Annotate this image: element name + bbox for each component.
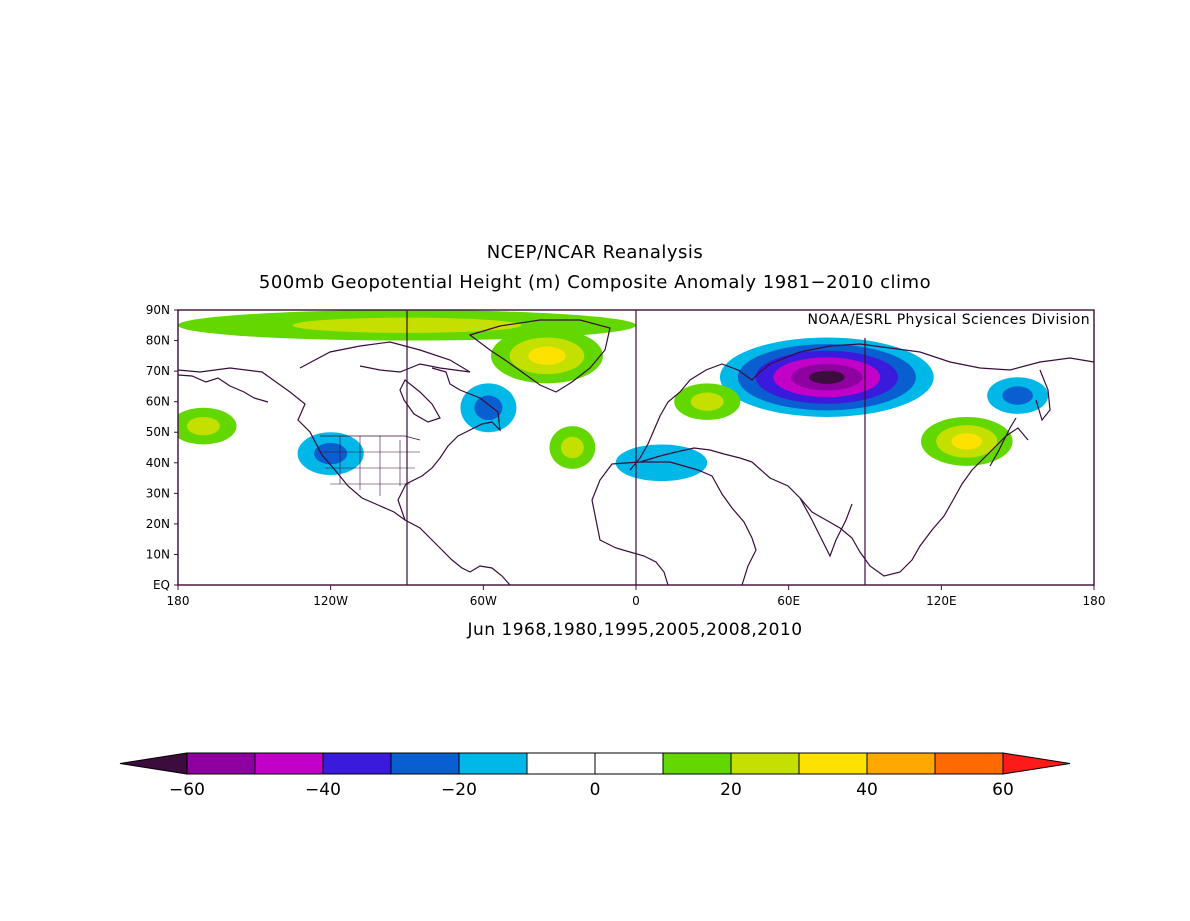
colorbar-swatch [730, 752, 800, 775]
asia-south-coast [751, 427, 1029, 577]
lon-label: 120W [313, 594, 348, 608]
lon-label: 60E [777, 594, 800, 608]
longitude-labels: 180 120W 60W 0 60E 120E 180 [167, 585, 1106, 608]
lat-label: 40N [146, 456, 170, 470]
us-state-lines [320, 436, 420, 496]
pacific-high-contour [186, 416, 220, 436]
anomaly-fields [178, 310, 1049, 482]
scandinavia-high-anomaly [674, 383, 741, 420]
colorbar-label: −20 [441, 780, 477, 800]
colorbar-label: 40 [856, 780, 878, 800]
nw-america-low-contour [314, 442, 348, 465]
canadian-arctic [299, 341, 471, 373]
colorbar-swatch [186, 752, 256, 775]
okhotsk-low-anomaly [987, 377, 1049, 414]
okhotsk-low-contour [1002, 386, 1033, 405]
siberia-low-anomaly [719, 337, 934, 417]
colorbar-swatches [119, 752, 1071, 775]
lat-label: 90N [146, 303, 170, 317]
lon-label: 60W [470, 594, 497, 608]
meridian-lines [406, 310, 866, 585]
credit-label: NOAA/ESRL Physical Sciences Division [807, 312, 1090, 328]
labrador-low-contour [474, 395, 503, 420]
mediterranean-low-anomaly [615, 444, 708, 482]
europe-outline [629, 363, 771, 471]
japan-outline [989, 417, 1017, 467]
colorbar-label: −60 [169, 780, 205, 800]
colorbar-label: 0 [590, 780, 601, 800]
colorbar-label: 60 [992, 780, 1014, 800]
colorbar-swatch [594, 752, 664, 775]
africa-west [591, 499, 669, 585]
colorbar-swatch [322, 752, 392, 775]
colorbar-swatch [934, 752, 1004, 775]
pacific-high-anomaly [178, 407, 237, 445]
colorbar-swatch [390, 752, 460, 775]
colorbar-label: −40 [305, 780, 341, 800]
colorbar-swatch [526, 752, 596, 775]
lon-label: 0 [632, 594, 640, 608]
continent-outlines [178, 319, 1094, 585]
colorbar-labels: −60 −40 −20 0 20 40 60 [169, 780, 1014, 800]
east-america-coast [397, 367, 501, 521]
hudson-bay [399, 379, 441, 423]
lat-label: 30N [146, 486, 170, 500]
north-america-outline [178, 367, 511, 585]
siberia-low-contour [809, 370, 845, 384]
figure-title: NCEP/NCAR Reanalysis [486, 242, 704, 263]
colorbar-swatch [254, 752, 324, 775]
colorbar-swatch [662, 752, 732, 775]
india-outline [799, 497, 853, 558]
lat-label: 20N [146, 517, 170, 531]
greenland-high-contour [528, 346, 566, 366]
kamchatka-outline [1035, 369, 1051, 422]
colorbar-right-arrow [1002, 752, 1071, 775]
figure-subtitle: 500mb Geopotential Height (m) Composite … [258, 272, 932, 293]
alaska-outline [178, 374, 269, 403]
lat-label: 10N [146, 547, 170, 561]
colorbar-label: 20 [720, 780, 742, 800]
period-label: Jun 1968,1980,1995,2005,2008,2010 [467, 620, 803, 640]
mediterranean-low-contour [615, 444, 708, 482]
colorbar-swatch [798, 752, 868, 775]
asia-north-coast [769, 343, 1094, 371]
lat-label: 70N [146, 364, 170, 378]
mediterranean-coast [639, 447, 753, 463]
nw-america-low-anomaly [297, 432, 364, 475]
lat-label: 80N [146, 334, 170, 348]
africa-outline [591, 461, 757, 585]
lat-label: EQ [153, 578, 170, 592]
lat-label: 60N [146, 395, 170, 409]
lon-label: 120E [926, 594, 957, 608]
atlantic-high-contour [560, 436, 584, 459]
lat-label: 50N [146, 425, 170, 439]
colorbar-left-arrow [119, 752, 188, 775]
scandinavia-high-contour [690, 392, 724, 411]
greenland-outline [468, 319, 611, 393]
latitude-labels: 90N 80N 70N 60N 50N 40N 30N 20N 10N EQ [146, 303, 178, 592]
lon-label: 180 [1083, 594, 1106, 608]
lon-label: 180 [167, 594, 190, 608]
atlantic-high-anomaly [549, 426, 596, 469]
colorbar-swatch [458, 752, 528, 775]
east-asia-high-anomaly [920, 416, 1013, 466]
colorbar-swatch [866, 752, 936, 775]
east-asia-high-contour [951, 433, 983, 450]
